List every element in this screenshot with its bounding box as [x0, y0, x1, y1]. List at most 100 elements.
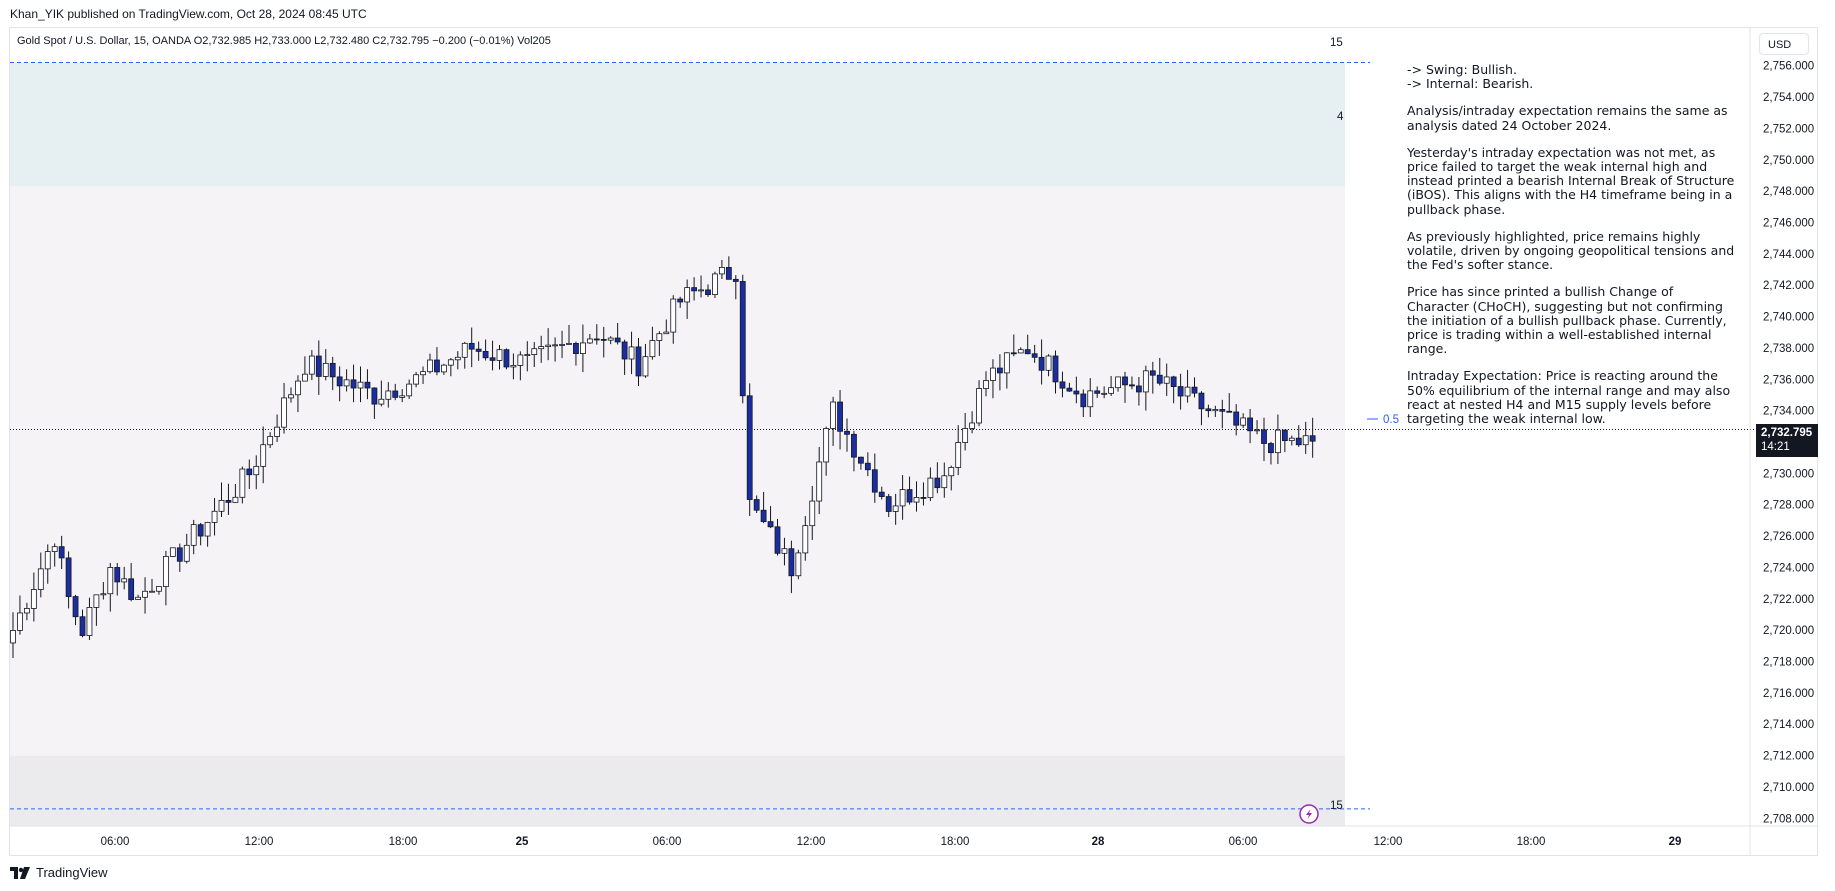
candle-up [823, 428, 830, 463]
candle-up [447, 359, 454, 366]
y-tick-label: 2,740.000 [1763, 312, 1814, 324]
candle-down [1233, 411, 1240, 426]
candle-up [496, 349, 503, 361]
candle-up [830, 401, 836, 429]
candle-up [586, 338, 593, 344]
candle-up [204, 522, 211, 537]
analysis-paragraph: Analysis/intraday expectation remains th… [1407, 103, 1728, 133]
candle-up [1142, 370, 1149, 393]
candle-down [1198, 392, 1205, 410]
candle-up [552, 344, 558, 347]
candle-down [364, 381, 371, 389]
candle-up [121, 578, 128, 583]
analysis-text-note[interactable]: -> Swing: Bullish. -> Internal: Bearish.… [1407, 62, 1737, 439]
candle-up [218, 500, 225, 512]
x-tick-label: 28 [1092, 836, 1105, 848]
candle-down [58, 546, 65, 559]
candle-up [156, 586, 162, 592]
last-price-badge: 2,732.795 14:21 [1756, 424, 1818, 457]
candle-up [1184, 386, 1191, 397]
candle-up [531, 348, 538, 356]
candle-up [322, 362, 329, 377]
candle-up [955, 442, 962, 468]
y-tick-label: 2,754.000 [1763, 92, 1814, 104]
candle-up [983, 380, 989, 389]
candle-down [934, 477, 941, 489]
candle-down [906, 489, 913, 503]
candle-up [712, 273, 718, 296]
candle-up [781, 548, 788, 554]
candle-up [308, 355, 315, 375]
candle-down [1059, 381, 1066, 389]
candle-up [10, 630, 16, 644]
candle-down [350, 379, 357, 389]
candle-up [1288, 437, 1295, 442]
y-tick-label: 2,726.000 [1763, 531, 1814, 543]
candle-up [1240, 417, 1247, 426]
lightning-icon[interactable] [1299, 804, 1319, 824]
candle-up [135, 596, 142, 600]
candle-up [670, 298, 677, 333]
candle-down [573, 343, 579, 354]
candle-up [37, 568, 44, 590]
candle-down [475, 348, 482, 352]
candle-up [461, 342, 468, 358]
candle-up [1163, 376, 1170, 384]
candle-down [1031, 353, 1038, 358]
candle-up [1101, 392, 1108, 395]
y-tick-label: 2,748.000 [1763, 186, 1814, 198]
analysis-paragraph: -> Swing: Bullish. -> Internal: Bearish. [1407, 62, 1534, 92]
candle-down [503, 349, 510, 368]
candle-down [1024, 349, 1031, 355]
candle-down [864, 462, 871, 471]
candle-down [635, 346, 642, 377]
candle-down [788, 548, 795, 577]
candle-down [65, 557, 72, 597]
candle-down [392, 390, 399, 398]
candle-down [691, 287, 697, 292]
candle-up [107, 567, 114, 595]
candle-down [1129, 384, 1135, 387]
candle-down [705, 289, 711, 296]
candle-up [899, 489, 906, 507]
candle-up [343, 379, 350, 387]
candle-up [162, 556, 169, 587]
y-tick-label: 2,730.000 [1763, 468, 1814, 480]
x-tick-label: 12:00 [245, 836, 274, 848]
candle-up [795, 552, 802, 577]
candle-down [1080, 393, 1087, 408]
currency-button[interactable]: USD [1759, 33, 1809, 55]
levels-layer [10, 62, 1760, 810]
candle-down [1177, 386, 1184, 397]
tradingview-footer[interactable]: TradingView [10, 865, 108, 880]
x-tick-label: 12:00 [797, 836, 826, 848]
candle-down [1038, 356, 1045, 371]
zone-label-top-15: 15 [1330, 37, 1343, 49]
candle-up [663, 331, 670, 335]
candle-down [1205, 408, 1212, 412]
candle-down [1226, 410, 1233, 413]
candle-down [739, 281, 746, 397]
candle-down [1073, 390, 1080, 395]
y-tick-label: 2,716.000 [1763, 688, 1814, 700]
candle-down [371, 387, 378, 405]
x-tick-label: 12:00 [1374, 836, 1403, 848]
x-tick-label: 06:00 [101, 836, 130, 848]
candle-up [809, 500, 816, 527]
y-tick-label: 2,744.000 [1763, 249, 1814, 261]
x-tick-label: 18:00 [941, 836, 970, 848]
candle-down [614, 337, 621, 343]
candle-down [72, 596, 79, 618]
candle-up [559, 344, 565, 346]
candle-down [1309, 435, 1316, 442]
candle-down [593, 338, 600, 341]
candle-up [1087, 390, 1094, 408]
candle-down [1010, 352, 1017, 355]
x-tick-label: 18:00 [389, 836, 418, 848]
candle-down [837, 401, 843, 432]
candle-down [774, 526, 781, 554]
symbol-legend[interactable]: Gold Spot / U.S. Dollar, 15, OANDA O2,73… [17, 35, 551, 47]
candle-up [399, 395, 406, 398]
y-tick-label: 2,712.000 [1763, 751, 1814, 763]
